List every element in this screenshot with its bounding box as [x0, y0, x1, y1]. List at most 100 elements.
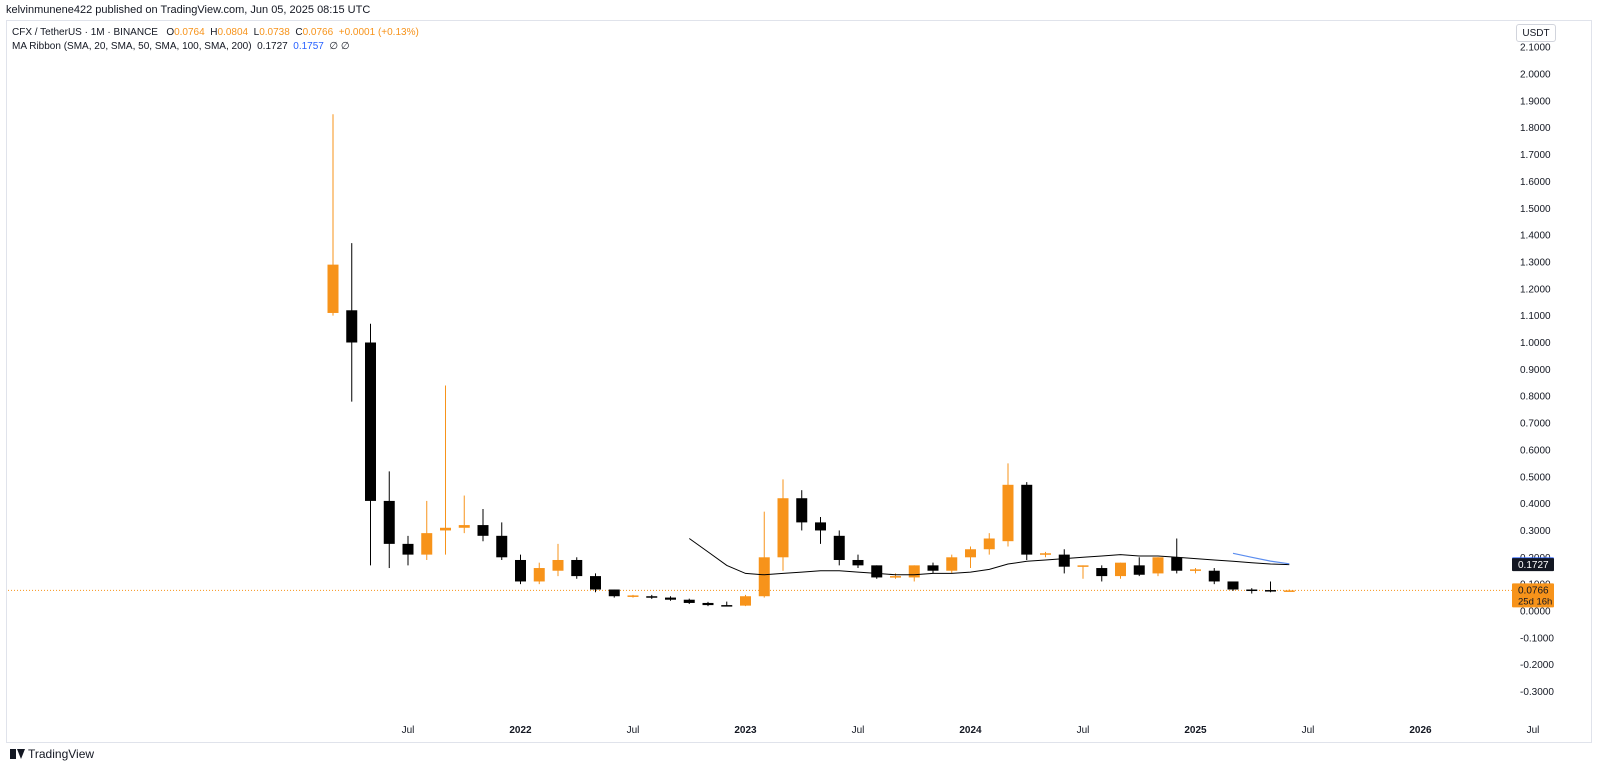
- candle: [908, 565, 920, 582]
- candle: [533, 562, 545, 585]
- candle: [683, 598, 695, 605]
- x-tick-label: Jul: [1527, 725, 1540, 736]
- candle: [1208, 568, 1220, 585]
- ma50-line: [1232, 552, 1290, 565]
- candle: [1171, 538, 1183, 574]
- candle: [1002, 463, 1014, 547]
- candle: [515, 554, 526, 585]
- candle-body: [965, 549, 976, 558]
- candle-body: [665, 597, 676, 600]
- close-value: 0.0766: [302, 27, 334, 38]
- candle: [496, 522, 508, 560]
- candle-body: [646, 596, 658, 598]
- chart-legend: CFX / TetherUS · 1M · BINANCE O0.0764 H0…: [12, 26, 419, 54]
- ma-legend-row: MA Ribbon (SMA, 20, SMA, 50, SMA, 100, S…: [12, 40, 419, 54]
- candle: [796, 490, 808, 531]
- open-value: 0.0764: [174, 27, 205, 38]
- candle: [758, 511, 770, 598]
- candle: [1283, 589, 1295, 592]
- price-badge: 0.1727: [1512, 558, 1554, 572]
- low-label: L: [253, 27, 260, 38]
- y-tick-label: -0.1000: [1520, 633, 1554, 644]
- candle: [1190, 568, 1201, 574]
- candle: [440, 385, 451, 555]
- candle: [571, 557, 583, 579]
- candle-body: [740, 596, 751, 606]
- candle-body: [1077, 565, 1089, 567]
- candle: [665, 596, 676, 601]
- candle-body: [1190, 569, 1201, 571]
- y-tick-label: 1.9000: [1520, 96, 1551, 107]
- candle: [833, 530, 845, 566]
- candle-body: [1096, 568, 1108, 577]
- tradingview-logo[interactable]: TradingView: [10, 747, 94, 761]
- candle: [1152, 557, 1164, 577]
- candle-body: [1227, 581, 1239, 590]
- candle-body: [383, 500, 395, 544]
- candle-body: [346, 310, 358, 343]
- candle: [365, 323, 376, 566]
- currency-button[interactable]: USDT: [1516, 24, 1556, 42]
- y-tick-label: 0.8000: [1520, 392, 1551, 403]
- candle: [1021, 482, 1033, 560]
- x-axis: Jul2022Jul2023Jul2024Jul2025Jul2026Jul20…: [402, 725, 1540, 736]
- candle-body: [327, 264, 339, 313]
- candle: [983, 533, 995, 555]
- ma20-line: [689, 538, 1290, 576]
- price-badge-bg: [1512, 583, 1554, 608]
- candle: [421, 500, 433, 560]
- high-value: 0.0804: [217, 27, 249, 38]
- candle-body: [1002, 484, 1014, 542]
- candle: [590, 573, 601, 593]
- brand-name: TradingView: [28, 747, 95, 761]
- candle-body: [571, 559, 583, 577]
- y-tick-label: 1.1000: [1520, 311, 1551, 322]
- publisher-line: kelvinmunene422 published on TradingView…: [6, 4, 371, 16]
- candle-body: [833, 535, 845, 560]
- ma-empty-values: ∅ ∅: [329, 41, 350, 52]
- y-tick-label: 1.4000: [1520, 231, 1551, 242]
- y-tick-label: 2.1000: [1520, 43, 1551, 54]
- y-tick-label: 1.0000: [1520, 338, 1551, 349]
- ma50-value: 0.1757: [293, 41, 324, 52]
- candle: [1227, 581, 1239, 591]
- candle: [1077, 565, 1089, 579]
- candle-body: [477, 525, 489, 536]
- candle-body: [627, 595, 639, 597]
- candle: [927, 562, 939, 574]
- candle-body: [1021, 484, 1033, 555]
- candle: [346, 243, 358, 402]
- x-tick-label: 2026: [1409, 725, 1432, 736]
- candle-body: [890, 576, 901, 578]
- candle-body: [702, 602, 714, 606]
- y-tick-label: 0.0000: [1520, 607, 1551, 618]
- candle: [1058, 549, 1070, 574]
- y-tick-label: -0.2000: [1520, 660, 1554, 671]
- candle-body: [1115, 562, 1126, 577]
- candle-body: [1283, 590, 1295, 592]
- symbol-label[interactable]: CFX / TetherUS · 1M · BINANCE: [12, 27, 158, 38]
- candle-body: [552, 559, 564, 571]
- candle-body: [852, 559, 864, 566]
- candle-body: [515, 559, 526, 582]
- price-badge-value: 0.0766: [1518, 585, 1549, 596]
- candle-body: [365, 342, 376, 501]
- price-badge-countdown: 25d 16h: [1518, 596, 1552, 607]
- candle: [327, 114, 339, 316]
- y-tick-label: 1.2000: [1520, 284, 1551, 295]
- y-tick-label: 1.8000: [1520, 123, 1551, 134]
- candle: [646, 594, 658, 599]
- y-tick-label: 1.5000: [1520, 204, 1551, 215]
- candle: [608, 589, 620, 598]
- candle: [815, 517, 826, 544]
- candle: [852, 554, 864, 569]
- y-tick-label: 1.6000: [1520, 177, 1551, 188]
- ma-ribbon-label[interactable]: MA Ribbon (SMA, 20, SMA, 50, SMA, 100, S…: [12, 41, 252, 52]
- x-tick-label: 2025: [1184, 725, 1207, 736]
- x-tick-label: Jul: [1077, 725, 1090, 736]
- candle: [1265, 581, 1276, 593]
- candle: [1246, 588, 1258, 594]
- y-tick-label: 0.9000: [1520, 365, 1551, 376]
